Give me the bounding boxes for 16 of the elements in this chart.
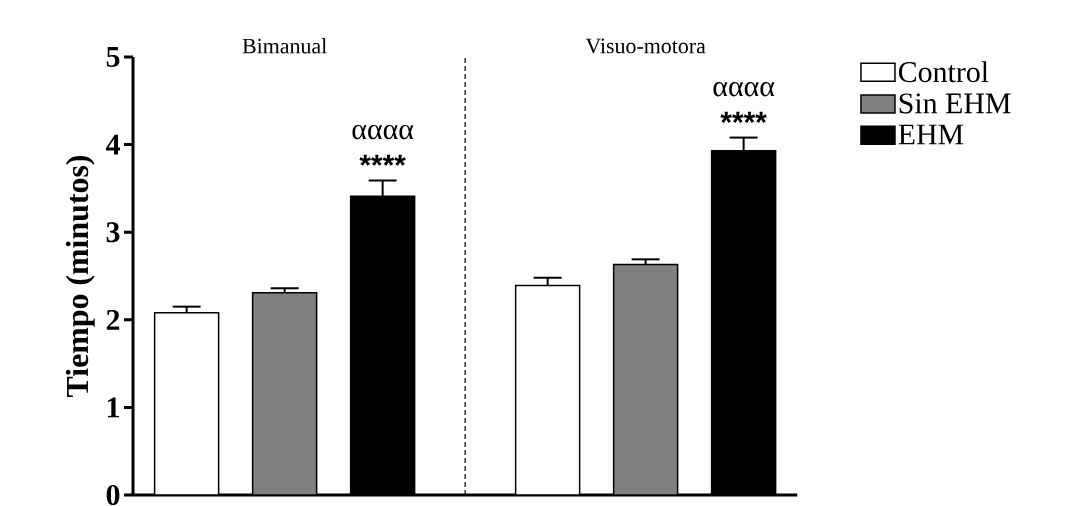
- legend-label: Sin EHM: [899, 93, 1011, 114]
- x-tick-label: Bimanual: [242, 38, 327, 54]
- y-axis-title: Tiempo (minutos): [65, 155, 95, 397]
- annotation: αααα: [713, 82, 775, 97]
- y-tick-label: 0: [106, 484, 120, 506]
- y-tick-label: 5: [106, 47, 120, 67]
- annotation: αααα: [352, 124, 414, 140]
- y-tick-label: 2: [106, 309, 120, 330]
- legend-label: Control: [898, 61, 989, 83]
- x-tick-label: Visuo-motora: [585, 38, 706, 54]
- legend-label: EHM: [898, 124, 964, 145]
- y-tick-label: 4: [105, 134, 120, 155]
- y-tick-label: 1: [107, 397, 119, 418]
- annotation: ****: [720, 111, 767, 123]
- y-tick-label: 3: [106, 222, 120, 243]
- annotation: ****: [359, 154, 406, 166]
